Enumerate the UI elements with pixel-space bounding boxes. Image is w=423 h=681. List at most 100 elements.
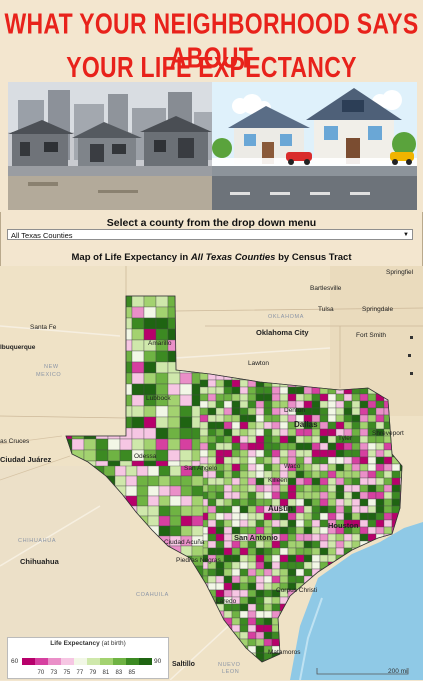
tract-cell[interactable] [303, 533, 313, 542]
tract-cell[interactable] [239, 449, 249, 458]
tract-cell[interactable] [327, 477, 337, 486]
tract-cell[interactable] [247, 582, 257, 591]
tract-cell[interactable] [199, 393, 209, 402]
tract-cell[interactable] [231, 393, 241, 402]
tract-cell[interactable] [263, 428, 273, 437]
tract-cell[interactable] [207, 421, 217, 430]
tract-cell[interactable] [247, 407, 257, 416]
tract-cell[interactable] [223, 610, 233, 619]
tract-cell[interactable] [143, 427, 157, 440]
tract-cell[interactable] [367, 456, 377, 465]
tract-cell[interactable] [295, 470, 305, 479]
tract-cell[interactable] [131, 427, 145, 440]
tract-cell[interactable] [303, 470, 313, 479]
tract-cell[interactable] [179, 405, 193, 418]
tract-cell[interactable] [303, 386, 313, 395]
tract-cell[interactable] [255, 470, 265, 479]
tract-cell[interactable] [231, 575, 241, 584]
tract-cell[interactable] [335, 470, 345, 479]
tract-cell[interactable] [383, 505, 393, 514]
tract-cell[interactable] [231, 624, 241, 633]
tract-cell[interactable] [169, 495, 182, 507]
tract-cell[interactable] [223, 484, 233, 493]
tract-cell[interactable] [263, 575, 273, 584]
tract-cell[interactable] [143, 416, 157, 429]
tract-cell[interactable] [343, 512, 353, 521]
tract-cell[interactable] [343, 533, 353, 542]
tract-cell[interactable] [263, 512, 273, 521]
tract-cell[interactable] [223, 442, 233, 451]
tract-cell[interactable] [239, 617, 249, 626]
tract-cell[interactable] [303, 491, 313, 500]
tract-cell[interactable] [263, 582, 273, 591]
tract-cell[interactable] [231, 477, 241, 486]
tract-cell[interactable] [155, 383, 169, 396]
tract-cell[interactable] [327, 435, 337, 444]
tract-cell[interactable] [343, 505, 353, 514]
tract-cell[interactable] [343, 540, 353, 549]
tract-cell[interactable] [311, 407, 321, 416]
tract-cell[interactable] [114, 465, 127, 477]
tract-cell[interactable] [383, 498, 393, 507]
tract-cell[interactable] [287, 554, 297, 563]
tract-cell[interactable] [239, 519, 249, 528]
tract-cell[interactable] [255, 645, 265, 654]
tract-cell[interactable] [383, 456, 393, 465]
tract-cell[interactable] [359, 512, 369, 521]
tract-cell[interactable] [215, 568, 225, 577]
tract-cell[interactable] [179, 427, 193, 440]
tract-cell[interactable] [327, 512, 337, 521]
tract-cell[interactable] [327, 491, 337, 500]
tract-cell[interactable] [180, 505, 193, 517]
tract-cell[interactable] [83, 449, 97, 462]
tract-cell[interactable] [231, 498, 241, 507]
tract-cell[interactable] [223, 379, 233, 388]
tract-cell[interactable] [287, 393, 297, 402]
tract-cell[interactable] [71, 438, 85, 451]
tract-cell[interactable] [327, 400, 337, 409]
tract-cell[interactable] [319, 421, 329, 430]
tract-cell[interactable] [131, 350, 145, 363]
tract-cell[interactable] [391, 491, 401, 500]
tract-cell[interactable] [199, 435, 209, 444]
tract-cell[interactable] [207, 407, 217, 416]
tract-cell[interactable] [287, 470, 297, 479]
tract-cell[interactable] [383, 470, 393, 479]
tract-cell[interactable] [223, 435, 233, 444]
tract-cell[interactable] [255, 582, 265, 591]
tract-cell[interactable] [223, 589, 233, 598]
tract-cell[interactable] [119, 438, 133, 451]
tract-cell[interactable] [319, 512, 329, 521]
tract-cell[interactable] [351, 428, 361, 437]
tract-cell[interactable] [319, 526, 329, 535]
tract-cell[interactable] [215, 421, 225, 430]
tract-cell[interactable] [223, 603, 233, 612]
tract-cell[interactable] [391, 477, 401, 486]
tract-cell[interactable] [247, 386, 257, 395]
tract-cell[interactable] [247, 428, 257, 437]
tract-cell[interactable] [223, 400, 233, 409]
tract-cell[interactable] [167, 438, 181, 451]
tract-cell[interactable] [279, 540, 289, 549]
tract-cell[interactable] [255, 638, 265, 647]
tract-cell[interactable] [327, 393, 337, 402]
tract-cell[interactable] [303, 449, 313, 458]
tract-cell[interactable] [375, 484, 385, 493]
tract-cell[interactable] [319, 533, 329, 542]
tract-cell[interactable] [239, 589, 249, 598]
tract-cell[interactable] [351, 484, 361, 493]
tract-cell[interactable] [191, 545, 204, 557]
tract-cell[interactable] [271, 428, 281, 437]
tract-cell[interactable] [359, 421, 369, 430]
tract-cell[interactable] [207, 519, 217, 528]
tract-cell[interactable] [311, 400, 321, 409]
tract-cell[interactable] [167, 449, 181, 462]
tract-cell[interactable] [199, 372, 209, 381]
tract-cell[interactable] [199, 386, 209, 395]
tract-cell[interactable] [223, 386, 233, 395]
tract-cell[interactable] [207, 435, 217, 444]
tract-cell[interactable] [255, 442, 265, 451]
tract-cell[interactable] [335, 463, 345, 472]
tract-cell[interactable] [319, 491, 329, 500]
tract-cell[interactable] [351, 449, 361, 458]
